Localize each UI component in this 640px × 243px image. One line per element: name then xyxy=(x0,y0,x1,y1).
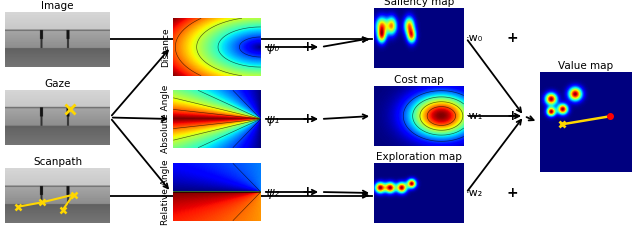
Text: ·ψ₀: ·ψ₀ xyxy=(264,41,280,53)
Text: +: + xyxy=(301,112,313,126)
Text: Cost map: Cost map xyxy=(394,75,444,85)
Text: ·ψ₁: ·ψ₁ xyxy=(264,113,280,125)
Text: +: + xyxy=(506,109,518,123)
Text: Scanpath: Scanpath xyxy=(33,157,82,167)
Text: ·w₀: ·w₀ xyxy=(466,33,483,43)
Text: Saliency map: Saliency map xyxy=(384,0,454,7)
Text: ·w₂: ·w₂ xyxy=(466,188,483,198)
Text: +: + xyxy=(506,186,518,200)
Text: Value map: Value map xyxy=(559,61,614,71)
Text: Absolute Angle: Absolute Angle xyxy=(161,85,170,153)
Text: ·ψ₂: ·ψ₂ xyxy=(264,185,280,199)
Text: Relative Angle: Relative Angle xyxy=(161,159,170,225)
Text: +: + xyxy=(301,40,313,54)
Text: Image: Image xyxy=(41,1,74,11)
Text: +: + xyxy=(506,31,518,45)
Text: Gaze: Gaze xyxy=(44,79,70,89)
Text: +: + xyxy=(301,185,313,199)
Text: Distance: Distance xyxy=(161,27,170,67)
Text: Exploration map: Exploration map xyxy=(376,152,462,162)
Text: ·w₁: ·w₁ xyxy=(466,111,483,121)
